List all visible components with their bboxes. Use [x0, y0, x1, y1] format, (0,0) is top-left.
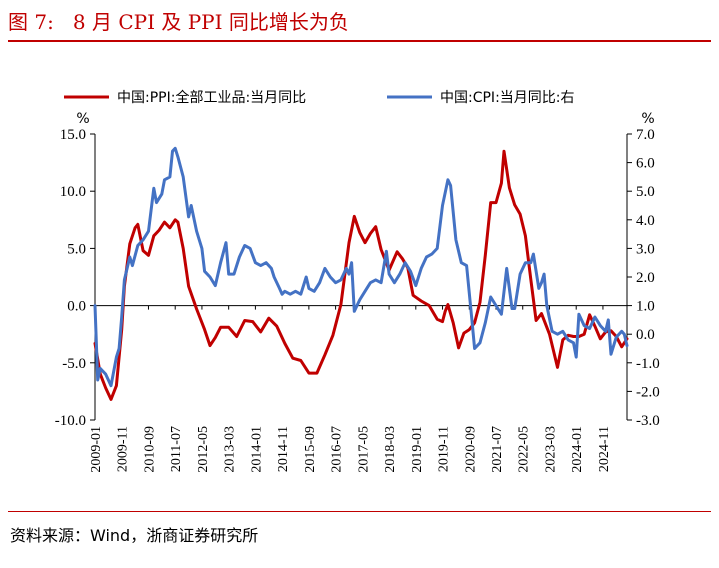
- x-tick-label: 2022-05: [517, 426, 532, 473]
- x-tick-label: 2021-07: [490, 426, 505, 473]
- left-tick-label: -10.0: [55, 413, 86, 429]
- x-tick-label: 2009-11: [116, 426, 131, 472]
- x-tick-label: 2014-01: [249, 426, 264, 473]
- right-tick-label: 1.0: [636, 299, 655, 315]
- cpi-series-line: [93, 146, 629, 388]
- right-tick-label: 3.0: [636, 241, 655, 257]
- left-tick-label: 10.0: [60, 184, 86, 200]
- x-tick-label: 2013-03: [223, 426, 238, 473]
- left-unit-label: %: [76, 111, 89, 127]
- source-divider: [8, 511, 711, 512]
- left-tick-label: -5.0: [62, 356, 86, 372]
- right-tick-label: -1.0: [636, 356, 660, 372]
- x-tick-label: 2019-11: [437, 426, 452, 472]
- right-tick-label: 5.0: [636, 184, 655, 200]
- source-note: 资料来源：Wind，浙商证券研究所: [10, 526, 259, 545]
- x-tick-label: 2017-05: [356, 426, 371, 473]
- ppi-series-line: [93, 149, 629, 401]
- right-tick-label: 0.0: [636, 327, 655, 343]
- right-tick-label: -2.0: [636, 384, 660, 400]
- x-tick-label: 2019-01: [410, 426, 425, 473]
- x-tick-label: 2009-01: [89, 426, 104, 473]
- x-tick-label: 2015-09: [303, 426, 318, 473]
- right-tick-label: 4.0: [636, 213, 655, 229]
- figure-title: 图 7: 8 月 CPI 及 PPI 同比增长为负: [8, 10, 349, 34]
- x-tick-label: 2012-05: [196, 426, 211, 473]
- x-tick-label: 2024-11: [597, 426, 612, 472]
- right-tick-label: 6.0: [636, 156, 655, 172]
- x-tick-label: 2010-09: [142, 426, 157, 473]
- cpi-ppi-line-chart: 15.0 10.0 5.0 0.0 -5.0 -10.0 7.0 6.0 5.0 4.0 3.0 2.…: [55, 89, 660, 473]
- x-tick-label: 2023-03: [543, 426, 558, 473]
- legend-label: 中国:PPI:全部工业品:当月同比: [117, 89, 306, 106]
- title-divider: [8, 40, 711, 42]
- right-tick-label: 2.0: [636, 270, 655, 286]
- x-tick-label: 2016-07: [330, 426, 345, 473]
- x-tick-label: 2024-01: [570, 426, 585, 473]
- x-tick-label: 2020-09: [463, 426, 478, 473]
- x-tick-label: 2011-07: [169, 426, 184, 472]
- x-tick-label: 2018-03: [383, 426, 398, 473]
- right-tick-label: 7.0: [636, 127, 655, 143]
- left-tick-label: 5.0: [67, 241, 86, 257]
- right-tick-label: -3.0: [636, 413, 660, 429]
- x-tick-label: 2014-11: [276, 426, 291, 472]
- left-tick-label: 0.0: [67, 299, 86, 315]
- left-tick-label: 15.0: [60, 127, 86, 143]
- legend-label: 中国:CPI:当月同比:右: [440, 90, 575, 106]
- right-unit-label: %: [641, 111, 654, 127]
